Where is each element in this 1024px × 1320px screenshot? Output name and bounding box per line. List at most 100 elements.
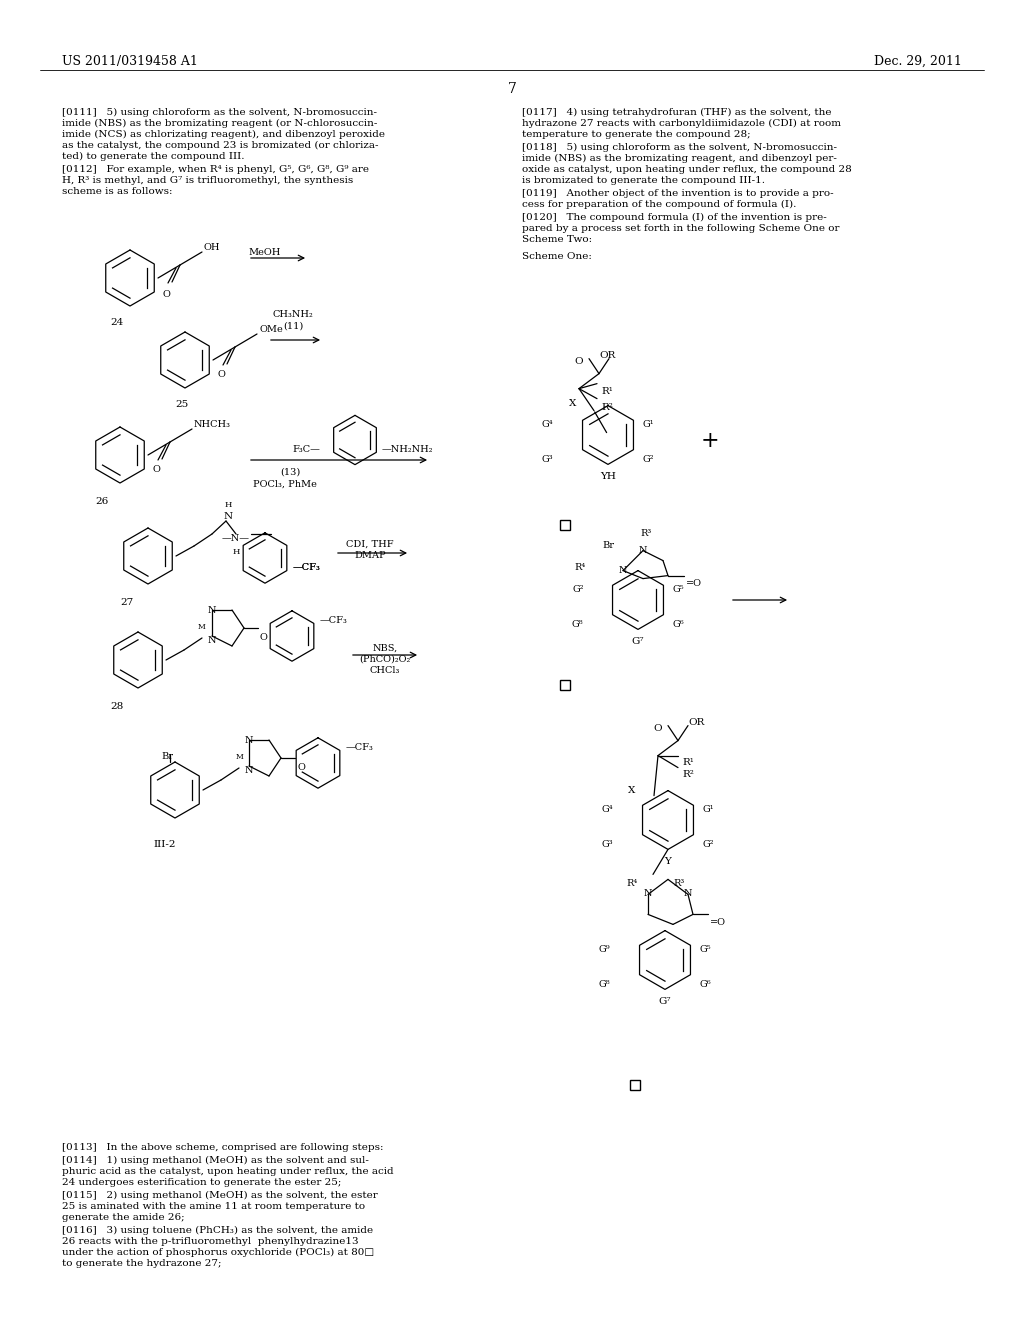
Text: G³: G³ — [602, 840, 613, 849]
Text: Dec. 29, 2011: Dec. 29, 2011 — [874, 55, 962, 69]
Text: [0112]   For example, when R⁴ is phenyl, G⁵, G⁶, G⁸, G⁹ are: [0112] For example, when R⁴ is phenyl, G… — [62, 165, 369, 174]
Text: G²: G² — [702, 840, 714, 849]
Text: R¹: R¹ — [682, 758, 694, 767]
Text: Br: Br — [161, 752, 173, 762]
Text: N: N — [639, 545, 647, 554]
Text: M: M — [236, 752, 243, 762]
Text: —NH₂NH₂: —NH₂NH₂ — [382, 445, 433, 454]
Text: —CF₃: —CF₃ — [345, 743, 373, 752]
Text: [0114]   1) using methanol (MeOH) as the solvent and sul-: [0114] 1) using methanol (MeOH) as the s… — [62, 1156, 369, 1166]
Text: Scheme One:: Scheme One: — [522, 252, 592, 261]
Text: [0113]   In the above scheme, comprised are following steps:: [0113] In the above scheme, comprised ar… — [62, 1143, 384, 1152]
Text: G⁶: G⁶ — [673, 620, 684, 630]
Text: [0116]   3) using toluene (PhCH₃) as the solvent, the amide: [0116] 3) using toluene (PhCH₃) as the s… — [62, 1226, 373, 1236]
Text: N: N — [208, 606, 216, 615]
Text: G⁷: G⁷ — [658, 998, 672, 1006]
Text: [0118]   5) using chloroform as the solvent, N-bromosuccin-: [0118] 5) using chloroform as the solven… — [522, 143, 837, 152]
Text: [0115]   2) using methanol (MeOH) as the solvent, the ester: [0115] 2) using methanol (MeOH) as the s… — [62, 1191, 378, 1200]
Text: G⁴: G⁴ — [542, 420, 554, 429]
Text: R³: R³ — [673, 879, 684, 888]
Text: cess for preparation of the compound of formula (I).: cess for preparation of the compound of … — [522, 201, 797, 209]
Text: R¹: R¹ — [601, 387, 613, 396]
Bar — [560, 520, 570, 531]
Text: H, R³ is methyl, and G⁷ is trifluoromethyl, the synthesis: H, R³ is methyl, and G⁷ is trifluorometh… — [62, 176, 353, 185]
Text: R³: R³ — [640, 528, 651, 537]
Text: CDI, THF: CDI, THF — [346, 540, 394, 549]
Text: OR: OR — [688, 718, 705, 726]
Text: NBS,: NBS, — [373, 644, 397, 653]
Text: N: N — [208, 636, 216, 645]
Text: G¹: G¹ — [642, 420, 654, 429]
Text: under the action of phosphorus oxychloride (POCl₃) at 80□: under the action of phosphorus oxychlori… — [62, 1247, 374, 1257]
Text: 27: 27 — [120, 598, 133, 607]
Text: Scheme Two:: Scheme Two: — [522, 235, 592, 244]
Text: N: N — [245, 737, 253, 744]
Text: =O: =O — [710, 919, 726, 928]
Text: G⁵: G⁵ — [673, 585, 684, 594]
Text: G⁵: G⁵ — [699, 945, 711, 954]
Text: O: O — [260, 634, 268, 642]
Text: —N—: —N— — [222, 535, 250, 543]
Text: Br: Br — [602, 541, 614, 549]
Text: ted) to generate the compound III.: ted) to generate the compound III. — [62, 152, 245, 161]
Text: III-2: III-2 — [154, 840, 176, 849]
Text: [0119]   Another object of the invention is to provide a pro-: [0119] Another object of the invention i… — [522, 189, 834, 198]
Text: G²: G² — [572, 585, 584, 594]
Text: =O: =O — [686, 578, 702, 587]
Text: +: + — [700, 430, 719, 451]
Text: 24 undergoes esterification to generate the ester 25;: 24 undergoes esterification to generate … — [62, 1177, 341, 1187]
Text: X: X — [629, 785, 636, 795]
Text: 26 reacts with the p-trifluoromethyl  phenylhydrazine13: 26 reacts with the p-trifluoromethyl phe… — [62, 1237, 358, 1246]
Text: N: N — [223, 512, 232, 521]
Text: DMAP: DMAP — [354, 550, 386, 560]
Text: as the catalyst, the compound 23 is bromizated (or chloriza-: as the catalyst, the compound 23 is brom… — [62, 141, 379, 150]
Text: 26: 26 — [95, 498, 109, 506]
Text: oxide as catalyst, upon heating under reflux, the compound 28: oxide as catalyst, upon heating under re… — [522, 165, 852, 174]
Text: N: N — [245, 766, 253, 775]
Text: O: O — [162, 290, 170, 300]
Text: R²: R² — [682, 770, 694, 779]
Text: G⁷: G⁷ — [632, 638, 644, 647]
Text: O: O — [574, 356, 584, 366]
Text: G⁹: G⁹ — [599, 945, 610, 954]
Text: 25: 25 — [175, 400, 188, 409]
Text: 24: 24 — [110, 318, 123, 327]
Text: scheme is as follows:: scheme is as follows: — [62, 187, 172, 195]
Bar — [560, 680, 570, 690]
Text: phuric acid as the catalyst, upon heating under reflux, the acid: phuric acid as the catalyst, upon heatin… — [62, 1167, 393, 1176]
Text: CHCl₃: CHCl₃ — [370, 667, 400, 675]
Text: N: N — [618, 565, 628, 574]
Text: —CF₃: —CF₃ — [292, 564, 321, 572]
Text: CH₃NH₂: CH₃NH₂ — [272, 310, 313, 319]
Text: US 2011/0319458 A1: US 2011/0319458 A1 — [62, 55, 198, 69]
Text: pared by a process set forth in the following Scheme One or: pared by a process set forth in the foll… — [522, 224, 840, 234]
Text: R⁴: R⁴ — [574, 562, 586, 572]
Text: G⁴: G⁴ — [602, 805, 613, 814]
Text: hydrazone 27 reacts with carbonyldiimidazole (CDI) at room: hydrazone 27 reacts with carbonyldiimida… — [522, 119, 841, 128]
Text: G¹: G¹ — [702, 805, 714, 814]
Text: —CF₃: —CF₃ — [292, 564, 321, 572]
Text: N: N — [644, 890, 652, 899]
Text: R²: R² — [601, 403, 613, 412]
Text: imide (NBS) as the bromizating reagent, and dibenzoyl per-: imide (NBS) as the bromizating reagent, … — [522, 154, 837, 164]
Text: [0120]   The compound formula (I) of the invention is pre-: [0120] The compound formula (I) of the i… — [522, 213, 826, 222]
Text: YH: YH — [600, 473, 616, 482]
Text: O: O — [653, 723, 663, 733]
Text: temperature to generate the compound 28;: temperature to generate the compound 28; — [522, 129, 751, 139]
Text: F₃C—: F₃C— — [293, 445, 321, 454]
Text: 7: 7 — [508, 82, 516, 96]
Text: O: O — [217, 370, 225, 379]
Text: —CF₃: —CF₃ — [319, 616, 347, 624]
Text: NHCH₃: NHCH₃ — [194, 420, 231, 429]
Text: O: O — [297, 763, 305, 772]
Text: imide (NBS) as the bromizating reagent (or N-chlorosuccin-: imide (NBS) as the bromizating reagent (… — [62, 119, 378, 128]
Text: H: H — [224, 502, 231, 510]
Text: G⁶: G⁶ — [699, 979, 711, 989]
Text: 25 is aminated with the amine 11 at room temperature to: 25 is aminated with the amine 11 at room… — [62, 1203, 366, 1210]
Text: (13): (13) — [280, 469, 300, 477]
Text: (PhCO)₂O₂: (PhCO)₂O₂ — [359, 655, 411, 664]
Text: H: H — [232, 548, 240, 556]
Text: R⁴: R⁴ — [627, 879, 638, 888]
Text: [0111]   5) using chloroform as the solvent, N-bromosuccin-: [0111] 5) using chloroform as the solven… — [62, 108, 377, 117]
Text: to generate the hydrazone 27;: to generate the hydrazone 27; — [62, 1259, 221, 1269]
